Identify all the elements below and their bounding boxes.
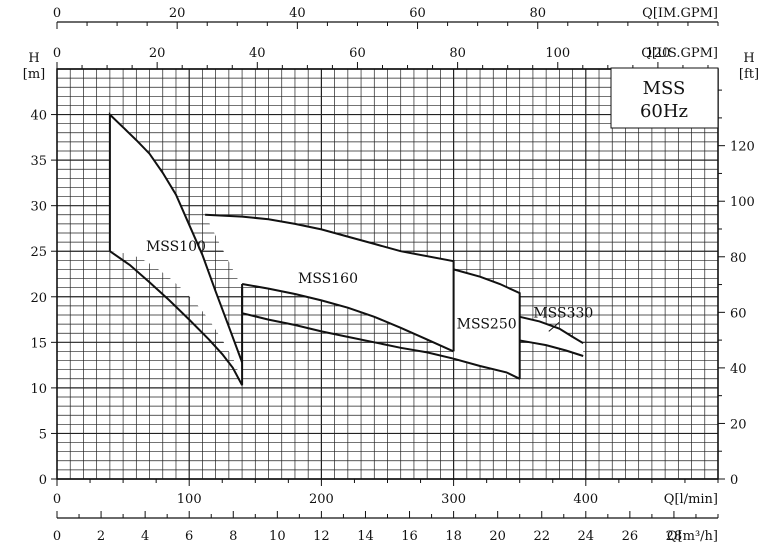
h-ft-tick-label: 80 <box>730 251 747 266</box>
q-usgpm-tick-label: 80 <box>449 46 466 61</box>
h-m-axis-title: H <box>28 51 39 66</box>
h-m-tick-label: 5 <box>39 427 47 442</box>
h-ft-tick-label: 100 <box>730 195 755 210</box>
q-m3h-tick-label: 26 <box>622 529 639 544</box>
curve-outline <box>109 250 244 386</box>
region-label-mss250: MSS250 <box>457 317 517 333</box>
q-m3h-tick-label: 16 <box>401 529 418 544</box>
q-m3h-tick-label: 18 <box>445 529 462 544</box>
q-lmin-tick-label: 100 <box>177 492 202 507</box>
region-mss100 <box>109 114 243 386</box>
curve-outline <box>519 315 584 345</box>
h-ft-tick-label: 60 <box>730 306 747 321</box>
h-m-tick-label: 30 <box>30 200 47 215</box>
q-lmin-tick-label: 400 <box>573 492 598 507</box>
q-usgpm-tick-label: 40 <box>249 46 266 61</box>
h-ft-tick-label: 120 <box>730 140 755 155</box>
q-imgpm-tick-label: 0 <box>53 6 61 21</box>
q-m3h-tick-label: 14 <box>357 529 374 544</box>
curve-outline <box>453 268 521 379</box>
q-m3h-tick-label: 20 <box>489 529 506 544</box>
curve-outlines <box>108 112 584 386</box>
curve-outline <box>205 213 455 352</box>
q-lmin-tick-label: 200 <box>309 492 334 507</box>
h-m-tick-label: 40 <box>30 109 47 124</box>
h-ft-tick-label: 20 <box>730 417 747 432</box>
h-ft-tick-label: 0 <box>730 473 738 488</box>
region-label-mss330: MSS330 <box>533 306 593 322</box>
q-m3h-tick-label: 12 <box>313 529 330 544</box>
q-m3h-tick-label: 2 <box>97 529 105 544</box>
q-imgpm-tick-label: 60 <box>409 6 426 21</box>
q-m3h-tick-label: 24 <box>578 529 595 544</box>
q-m3h-axis-title: Q[m³/h] <box>667 529 718 544</box>
curve-outline <box>519 339 584 357</box>
h-m-tick-label: 35 <box>30 154 47 169</box>
q-m3h-tick-label: 4 <box>141 529 149 544</box>
h-ft-axis-unit: [ft] <box>739 67 759 82</box>
q-usgpm-tick-label: 60 <box>349 46 366 61</box>
h-m-tick-label: 20 <box>30 291 47 306</box>
h-m-tick-label: 0 <box>39 473 47 488</box>
q-m3h-tick-label: 28 <box>666 529 683 544</box>
title-line-1: MSS <box>643 78 686 99</box>
h-m-axis-unit: [m] <box>23 67 45 82</box>
q-m3h-tick-label: 8 <box>229 529 237 544</box>
h-m-tick-label: 15 <box>30 336 47 351</box>
q-imgpm-tick-label: 80 <box>529 6 546 21</box>
q-usgpm-tick-label: 100 <box>545 46 570 61</box>
q-lmin-axis-title: Q[l/min] <box>664 492 718 507</box>
q-imgpm-axis-title: Q[IM.GPM] <box>642 6 718 21</box>
q-m3h-tick-label: 10 <box>269 529 286 544</box>
q-m3h-tick-label: 22 <box>533 529 550 544</box>
q-m3h-tick-label: 6 <box>185 529 193 544</box>
region-mss250 <box>453 269 520 379</box>
h-ft-axis-title: H <box>743 51 754 66</box>
mss330-leader-line <box>548 321 560 332</box>
curve-outline <box>108 112 244 363</box>
q-usgpm-axis-title: Q[US.GPM] <box>641 46 718 61</box>
q-lmin-tick-label: 0 <box>53 492 61 507</box>
region-mss330 <box>519 316 584 356</box>
q-usgpm-tick-label: 120 <box>645 46 670 61</box>
q-imgpm-tick-label: 40 <box>289 6 306 21</box>
labels: MSS100 MSS160 MSS250 MSS330 <box>146 239 593 332</box>
q-usgpm-tick-label: 0 <box>53 46 61 61</box>
q-imgpm-tick-label: 20 <box>169 6 186 21</box>
h-m-tick-label: 10 <box>30 382 47 397</box>
q-usgpm-tick-label: 20 <box>149 46 166 61</box>
curve-outline <box>241 283 455 353</box>
title-box: MSS 60Hz <box>610 67 719 129</box>
h-m-tick-label: 25 <box>30 245 47 260</box>
region-label-mss100: MSS100 <box>146 239 206 255</box>
title-line-2: 60Hz <box>640 101 688 122</box>
region-label-mss160: MSS160 <box>298 271 358 287</box>
h-ft-tick-label: 40 <box>730 362 747 377</box>
q-lmin-tick-label: 300 <box>441 492 466 507</box>
q-m3h-tick-label: 0 <box>53 529 61 544</box>
curve-outline <box>241 312 521 380</box>
